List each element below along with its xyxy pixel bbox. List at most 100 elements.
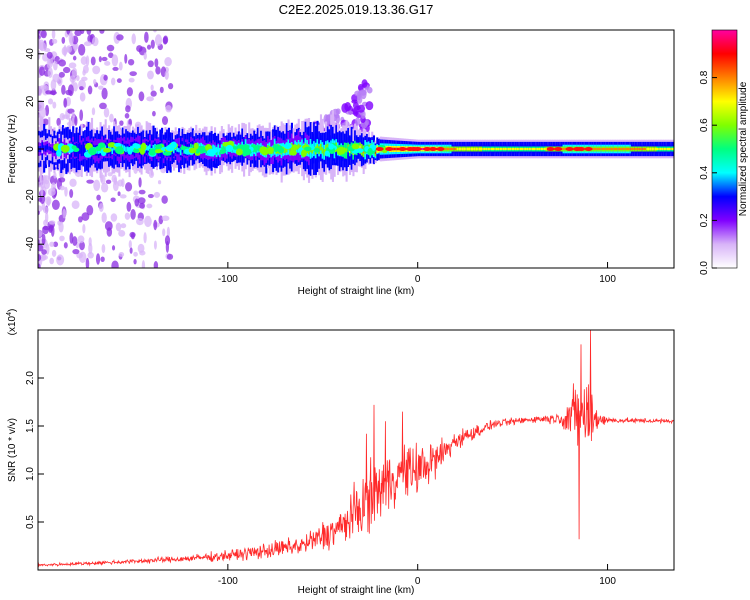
spectrogram-cell <box>79 241 85 251</box>
snr-y-tick-label: 1.5 <box>25 419 36 433</box>
snr-y-tick-label: 2.0 <box>25 371 36 385</box>
spectrogram-cell <box>620 147 623 151</box>
spectrogram-cell <box>161 195 168 204</box>
spectrogram-cell <box>58 221 64 233</box>
spectrogram-cell <box>509 147 512 151</box>
spectrogram-cell <box>92 65 101 75</box>
spectrogram-cell <box>79 86 84 91</box>
spectrogram-cell <box>74 115 78 126</box>
spectrogram-cell <box>51 38 58 44</box>
spectrogram-cell <box>495 147 499 151</box>
spectrogram-cell <box>288 150 297 156</box>
spectrogram-cell <box>126 201 132 212</box>
spectrogram-cell <box>162 36 168 45</box>
spectrogram-cell <box>642 147 645 151</box>
spectrogram-cell <box>172 148 176 154</box>
spectrogram-cell <box>162 149 165 154</box>
spectrogram-cell <box>72 82 78 92</box>
spectrogram-cell <box>523 147 526 151</box>
spectrogram-cell <box>357 94 363 104</box>
spectrogram-x-ticks: -100 0 100 <box>218 262 616 285</box>
spectrogram-cell <box>272 144 280 152</box>
spectrogram-y-tick-label: 20 <box>25 95 36 107</box>
spectrogram-cell <box>219 149 226 155</box>
spectrogram-cell <box>161 215 170 222</box>
snr-series-line <box>38 330 674 568</box>
spectrogram-cell <box>124 113 130 119</box>
spectrogram-cell <box>475 147 478 151</box>
spectrogram-cell <box>46 143 49 150</box>
spectrogram-cell <box>121 144 124 151</box>
spectrogram-cell <box>138 177 142 188</box>
colorbar-ticks: 0.0 0.2 0.4 0.6 0.8 <box>699 70 717 275</box>
spectrogram-cell <box>651 147 654 151</box>
spectrogram-cell <box>461 147 464 151</box>
snr-series-group <box>38 330 674 568</box>
spectrogram-cell <box>113 142 122 147</box>
spectrogram-cell <box>150 39 155 49</box>
spectrogram-cell <box>143 52 147 60</box>
spectrogram-cell <box>601 147 604 151</box>
snr-frame <box>37 329 675 571</box>
spectrogram-cell <box>361 79 368 88</box>
spectrogram-y-tick-label: -20 <box>25 189 36 204</box>
spectrogram-cell <box>98 56 102 63</box>
spectrogram-cell <box>105 179 112 185</box>
snr-x-axis-label: Height of straight line (km) <box>298 585 415 596</box>
spectrogram-cell <box>111 260 119 268</box>
spectrogram-cell <box>56 117 61 127</box>
spectrogram-cell <box>514 147 517 151</box>
spectrogram-cell <box>375 147 384 151</box>
spectrogram-cell <box>53 60 58 71</box>
snr-y-scale-exponent: 4 <box>6 312 13 316</box>
spectrogram-cell <box>543 147 546 151</box>
spectrogram-cell <box>51 30 56 40</box>
spectrogram-cell <box>636 147 639 151</box>
spectrogram-cell <box>110 197 116 203</box>
spectrogram-cell <box>260 147 269 156</box>
spectrogram-cell <box>617 147 620 151</box>
spectrogram-cell <box>565 147 574 151</box>
spectrogram-cell <box>490 147 493 151</box>
colorbar-tick-label: 0.8 <box>699 70 710 84</box>
spectrogram-cell <box>96 194 101 201</box>
spectrogram-cell <box>526 147 529 151</box>
spectrogram-cell <box>133 258 137 265</box>
spectrogram-cell <box>111 245 116 251</box>
spectrogram-y-tick-label: 40 <box>25 48 36 60</box>
spectrogram-cell <box>52 101 57 109</box>
spectrogram-cell <box>78 216 83 223</box>
spectrogram-cell <box>345 148 348 154</box>
spectrogram-cell <box>83 41 92 47</box>
spectrogram-cell <box>632 147 635 151</box>
snr-plot-area <box>38 330 674 570</box>
snr-y-ticks: 0.5 1.0 1.5 2.0 <box>25 371 44 529</box>
spectrogram-cell <box>74 30 82 37</box>
spectrogram-cell <box>159 86 164 94</box>
spectrogram-cell <box>63 97 68 108</box>
colorbar-ramp <box>711 29 738 269</box>
spectrogram-cell <box>100 174 106 185</box>
spectrogram-cell <box>104 145 107 151</box>
spectrogram-cell <box>618 147 622 151</box>
spectrogram-cell <box>91 107 96 116</box>
spectrogram-cell <box>624 147 627 151</box>
spectrogram-cell <box>119 194 127 199</box>
spectrogram-cell <box>546 147 555 151</box>
spectrogram-cell <box>610 147 613 151</box>
spectrogram-cell <box>266 146 274 153</box>
spectrogram-cell <box>71 200 80 210</box>
spectrogram-cell <box>153 219 158 231</box>
spectrogram-cell <box>46 51 53 59</box>
spectrogram-cell <box>111 174 117 183</box>
spectrogram-cell <box>477 147 480 151</box>
spectrogram-cell <box>179 149 182 156</box>
spectrogram-cell <box>647 147 651 151</box>
spectrogram-cell <box>152 110 156 117</box>
spectrogram-cell <box>289 146 292 153</box>
spectrogram-cell <box>129 231 136 238</box>
spectrogram-cell <box>40 185 44 197</box>
spectrogram-cell <box>147 145 150 151</box>
spectrogram-cell <box>536 147 540 151</box>
spectrogram-cell <box>506 147 509 151</box>
